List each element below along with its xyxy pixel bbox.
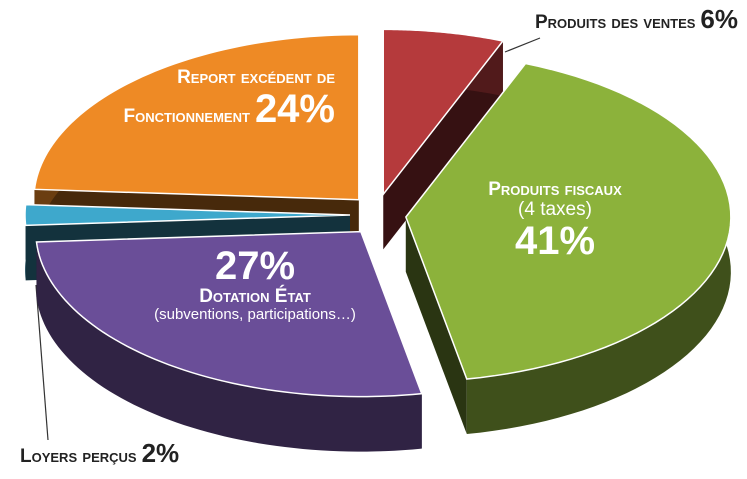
slice-label: Produits des ventes 6% [438, 4, 738, 34]
leader-line [504, 37, 541, 53]
slice-side [36, 241, 422, 452]
slice-tops [24, 28, 732, 398]
slice [35, 230, 423, 398]
value-label: 41% [514, 218, 596, 263]
slice [24, 203, 351, 227]
leader-line [35, 284, 49, 441]
value-label: 24% [254, 86, 335, 131]
slice [405, 62, 732, 380]
category-label: Produits des ventes [534, 12, 696, 33]
value-label: 27% [214, 244, 296, 288]
slice-side [383, 40, 503, 250]
category-label: Report excédent de Fonctionnement [123, 67, 336, 127]
slice-label: Report excédent de Fonctionnement 24% [50, 67, 336, 131]
slice-label: 27% Dotation État (subventions, participat… [110, 245, 400, 323]
slice-side [405, 216, 467, 435]
detail-label: (subventions, participations…) [154, 305, 356, 323]
category-label: Dotation État [199, 286, 311, 307]
slice-label: Produits fiscaux (4 taxes) 41% [440, 180, 670, 262]
detail-label: (4 taxes) [518, 198, 592, 220]
category-label: Produits fiscaux [488, 179, 622, 200]
value-label: 6% [700, 4, 738, 34]
slice-label: Loyers perçus 2% [20, 438, 280, 468]
category-label: Loyers perçus [20, 446, 137, 467]
value-label: 2% [141, 438, 180, 468]
slice [33, 33, 360, 201]
slice [382, 28, 505, 197]
